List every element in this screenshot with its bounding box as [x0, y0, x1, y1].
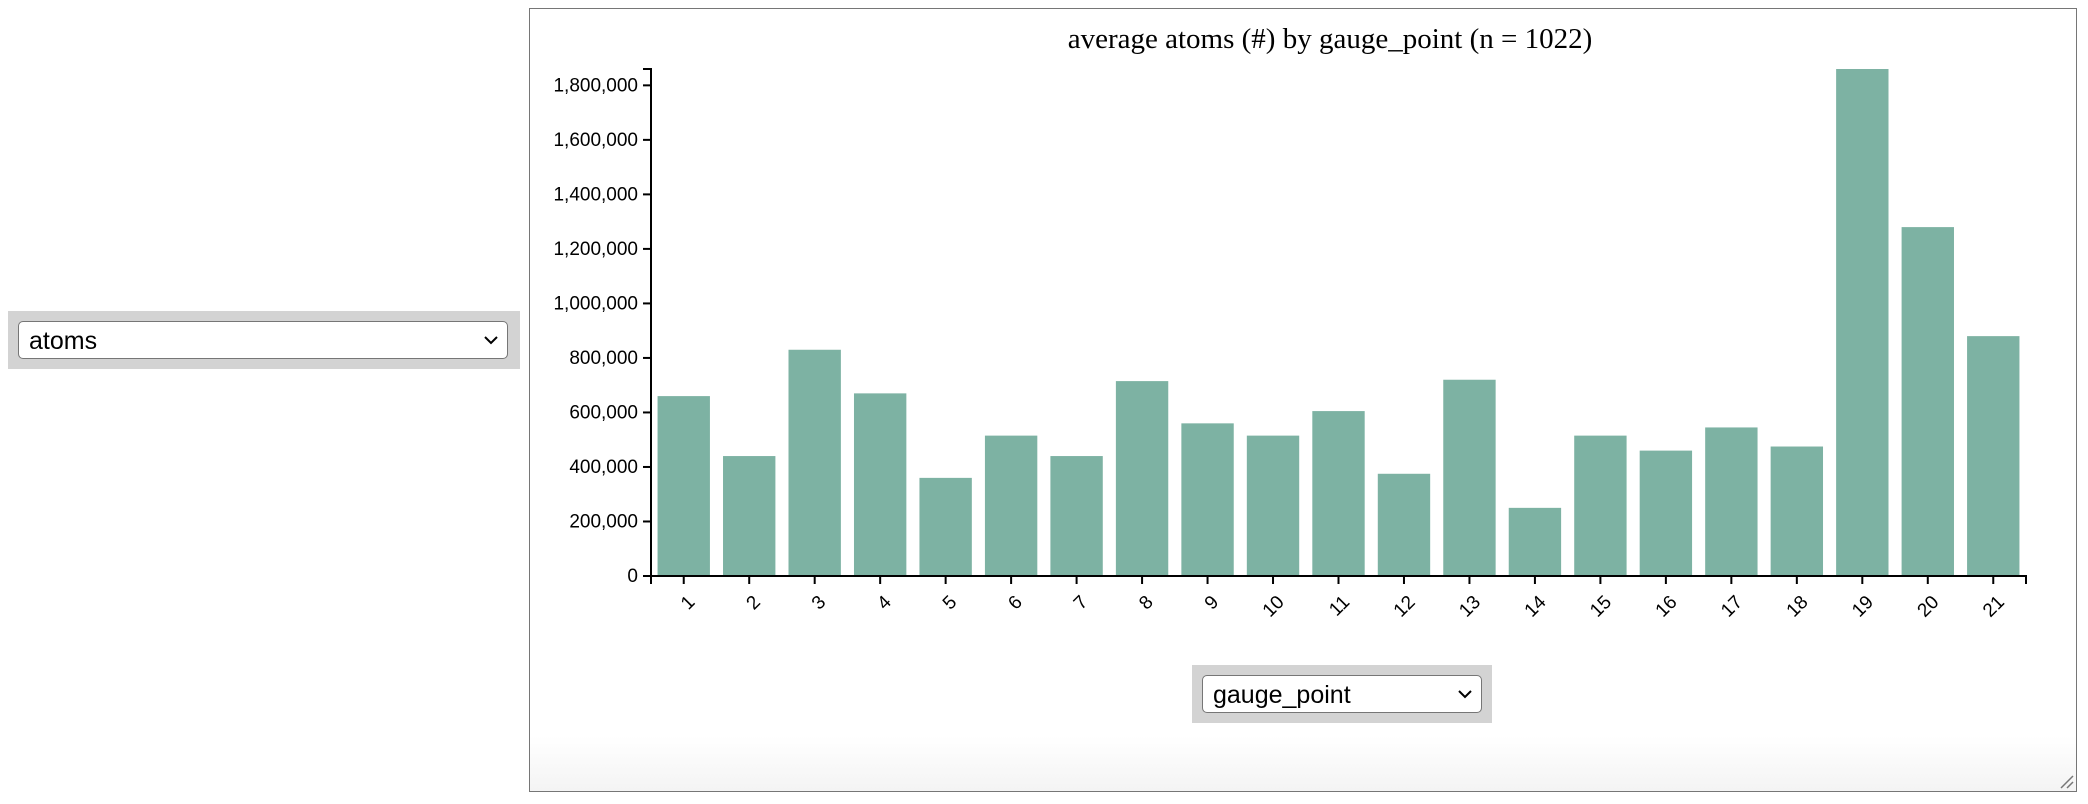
x-tick-label: 13 [1455, 592, 1485, 622]
bar-10 [1246, 435, 1300, 576]
x-tick-label: 4 [873, 591, 896, 614]
bar-20 [1901, 227, 1954, 576]
y-axis: 0 200,000 400,000 600,000 800,000 1,000,000 1,… [553, 68, 652, 587]
x-tick-label: 3 [808, 592, 830, 614]
bar-1 [657, 396, 710, 576]
y-tick-label: 800,000 [569, 348, 638, 369]
y-tick-label: 1,200,000 [553, 239, 638, 260]
bar-19 [1836, 69, 1889, 576]
y-variable-select-value: atoms [29, 327, 98, 355]
bar-13 [1443, 379, 1496, 576]
x-variable-select-value: gauge_point [1213, 681, 1351, 709]
x-tick-label: 5 [939, 592, 961, 614]
y-axis-line [643, 68, 652, 577]
bar-14 [1508, 507, 1562, 576]
y-variable-select[interactable]: atoms [18, 321, 508, 359]
bar-2 [723, 456, 776, 576]
bar-9 [1181, 423, 1234, 576]
y-tick-label: 400,000 [569, 457, 638, 478]
x-tick-label: 20 [1914, 592, 1944, 622]
y-tick-label: 0 [627, 566, 638, 587]
y-variable-selector-container: atoms [8, 311, 520, 369]
x-tick-label: 11 [1325, 592, 1354, 621]
bar-15 [1574, 435, 1627, 576]
x-variable-selector-container: gauge_point [1192, 665, 1492, 723]
x-tick-label: 7 [1070, 592, 1092, 614]
bar-3 [788, 349, 841, 576]
x-tick-label: 18 [1783, 592, 1813, 622]
y-tick-label: 1,800,000 [553, 75, 638, 96]
x-tick-label: 10 [1259, 592, 1289, 622]
y-tick-label: 1,600,000 [553, 130, 638, 151]
x-tick-label: 9 [1201, 592, 1223, 614]
bar-12 [1377, 473, 1431, 576]
y-tick-label: 1,400,000 [553, 184, 638, 205]
chart-title: average atoms (#) by gauge_point (n = 10… [1068, 23, 1593, 55]
bar-16 [1639, 450, 1693, 576]
x-tick-label: 8 [1135, 592, 1157, 614]
bar-17 [1705, 427, 1758, 576]
resize-handle-icon[interactable] [2058, 773, 2074, 789]
bar-21 [1967, 336, 2020, 576]
bar-18 [1770, 446, 1824, 576]
x-tick-label: 6 [1004, 592, 1026, 614]
y-tick-label: 600,000 [569, 402, 638, 423]
x-tick-label: 19 [1848, 592, 1878, 622]
bar-8 [1115, 381, 1169, 576]
y-tick-label: 200,000 [569, 511, 638, 532]
y-tick-label: 1,000,000 [553, 293, 638, 314]
bar-11 [1312, 411, 1365, 576]
x-axis: 1 2 3 4 5 6 7 8 9 10 11 12 13 14 15 16 17 18 19 20 21 [650, 575, 2027, 622]
bar-6 [984, 435, 1038, 576]
bar-4 [853, 393, 907, 576]
chevron-down-icon [484, 336, 498, 345]
x-tick-label: 14 [1521, 591, 1551, 621]
x-variable-select[interactable]: gauge_point [1202, 675, 1482, 713]
chevron-down-icon [1458, 690, 1472, 699]
bars-group [657, 69, 2020, 576]
chart-panel: average atoms (#) by gauge_point (n = 10… [529, 8, 2077, 792]
x-tick-label: 2 [743, 592, 765, 614]
bar-7 [1050, 456, 1103, 576]
x-tick-label: 17 [1717, 592, 1747, 622]
x-tick-label: 12 [1390, 592, 1420, 622]
x-tick-label: 16 [1652, 592, 1682, 622]
x-tick-label: 1 [677, 592, 699, 614]
bar-chart: average atoms (#) by gauge_point (n = 10… [553, 23, 2027, 622]
bar-5 [919, 477, 972, 576]
x-tick-label: 15 [1586, 592, 1616, 622]
x-tick-label: 21 [1979, 592, 2009, 622]
